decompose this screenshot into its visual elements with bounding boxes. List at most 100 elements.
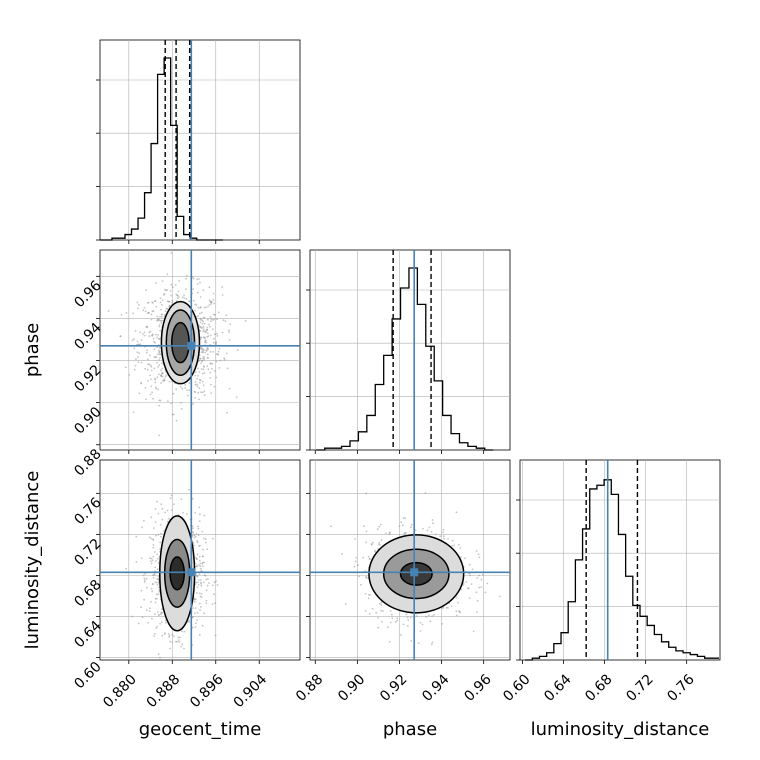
scatter-point-phase-vs-geocent-time — [145, 398, 148, 401]
scatter-point-luminosity-distance-vs-phase — [457, 601, 459, 604]
scatter-point-luminosity-distance-vs-geocent-time — [197, 527, 200, 530]
scatter-point-luminosity-distance-vs-phase — [425, 616, 428, 618]
scatter-point-phase-vs-geocent-time — [168, 300, 171, 303]
scatter-point-phase-vs-geocent-time — [193, 299, 195, 302]
scatter-point-luminosity-distance-vs-geocent-time — [204, 538, 207, 540]
scatter-point-luminosity-distance-vs-geocent-time — [216, 584, 219, 586]
xtick-label-hist-luminosity-distance-0: 0.60 — [500, 671, 533, 704]
scatter-point-phase-vs-geocent-time — [203, 337, 206, 340]
scatter-point-luminosity-distance-vs-geocent-time — [135, 535, 138, 538]
scatter-point-luminosity-distance-vs-geocent-time — [164, 632, 166, 634]
scatter-point-phase-vs-geocent-time — [222, 319, 225, 322]
scatter-point-phase-vs-geocent-time — [194, 303, 197, 306]
scatter-point-phase-vs-geocent-time — [199, 281, 201, 284]
contour-phase-vs-geocent-time-2 — [170, 321, 190, 364]
scatter-point-luminosity-distance-vs-geocent-time — [173, 635, 175, 638]
scatter-point-phase-vs-geocent-time — [170, 252, 173, 254]
scatter-point-luminosity-distance-vs-geocent-time — [143, 519, 145, 522]
scatter-point-phase-vs-geocent-time — [142, 309, 145, 312]
scatter-point-luminosity-distance-vs-phase — [422, 527, 424, 530]
scatter-point-luminosity-distance-vs-geocent-time — [148, 610, 151, 613]
scatter-point-phase-vs-geocent-time — [149, 330, 152, 333]
scatter-point-luminosity-distance-vs-geocent-time — [157, 557, 159, 560]
truth-marker-phase-vs-geocent-time — [187, 341, 196, 350]
scatter-point-luminosity-distance-vs-phase — [430, 643, 433, 646]
scatter-point-phase-vs-geocent-time — [201, 322, 204, 325]
scatter-point-phase-vs-geocent-time — [221, 286, 224, 288]
scatter-point-luminosity-distance-vs-geocent-time — [177, 636, 180, 639]
scatter-point-phase-vs-geocent-time — [203, 349, 205, 352]
scatter-point-luminosity-distance-vs-geocent-time — [142, 574, 145, 577]
scatter-point-phase-vs-geocent-time — [163, 313, 166, 316]
scatter-point-phase-vs-geocent-time — [132, 411, 135, 414]
scatter-point-luminosity-distance-vs-geocent-time — [169, 647, 171, 650]
scatter-point-luminosity-distance-vs-geocent-time — [194, 512, 197, 514]
scatter-point-phase-vs-geocent-time — [164, 288, 166, 291]
scatter-point-phase-vs-geocent-time — [164, 310, 167, 313]
scatter-point-luminosity-distance-vs-geocent-time — [157, 653, 160, 656]
scatter-point-luminosity-distance-vs-geocent-time — [170, 494, 173, 497]
scatter-point-luminosity-distance-vs-phase — [396, 617, 399, 620]
scatter-point-luminosity-distance-vs-geocent-time — [196, 540, 199, 542]
scatter-point-phase-vs-geocent-time — [219, 359, 222, 362]
scatter-point-phase-vs-geocent-time — [159, 356, 161, 359]
scatter-point-phase-vs-geocent-time — [155, 282, 158, 284]
histogram-phase — [316, 267, 494, 451]
scatter-point-phase-vs-geocent-time — [227, 329, 230, 332]
scatter-point-luminosity-distance-vs-phase — [469, 574, 472, 577]
scatter-point-luminosity-distance-vs-phase — [498, 595, 501, 598]
scatter-point-phase-vs-geocent-time — [158, 353, 161, 356]
panel-frame-hist-geocent-time — [99, 39, 301, 241]
plot-area: 0.60 0.64 0.68 0.72 0.760.880.900.920.940.96… — [71, 39, 721, 711]
scatter-point-luminosity-distance-vs-geocent-time — [150, 537, 153, 540]
scatter-point-phase-vs-geocent-time — [228, 331, 231, 333]
scatter-point-phase-vs-geocent-time — [160, 313, 163, 316]
scatter-point-luminosity-distance-vs-geocent-time — [199, 595, 202, 598]
scatter-point-luminosity-distance-vs-geocent-time — [195, 558, 198, 560]
scatter-point-phase-vs-geocent-time — [206, 346, 209, 349]
scatter-point-phase-vs-geocent-time — [137, 303, 140, 306]
scatter-point-phase-vs-geocent-time — [203, 394, 206, 397]
scatter-point-luminosity-distance-vs-geocent-time — [201, 624, 204, 627]
xtick-label-hist-luminosity-distance-3: 0.72 — [623, 671, 656, 704]
scatter-point-phase-vs-geocent-time — [160, 319, 163, 322]
scatter-point-luminosity-distance-vs-geocent-time — [200, 567, 202, 570]
scatter-point-luminosity-distance-vs-phase — [374, 549, 376, 552]
scatter-point-phase-vs-geocent-time — [203, 390, 206, 393]
scatter-point-phase-vs-geocent-time — [165, 289, 168, 292]
scatter-point-luminosity-distance-vs-geocent-time — [198, 555, 201, 558]
scatter-point-phase-vs-geocent-time — [216, 332, 218, 335]
scatter-point-luminosity-distance-vs-geocent-time — [203, 581, 205, 584]
scatter-point-phase-vs-geocent-time — [160, 369, 162, 372]
scatter-point-luminosity-distance-vs-geocent-time — [160, 532, 163, 535]
scatter-point-phase-vs-geocent-time — [208, 323, 210, 326]
scatter-point-luminosity-distance-vs-phase — [477, 553, 480, 556]
scatter-point-phase-vs-geocent-time — [162, 372, 164, 375]
scatter-point-luminosity-distance-vs-phase — [475, 550, 478, 552]
scatter-point-luminosity-distance-vs-phase — [379, 603, 381, 605]
scatter-point-phase-vs-geocent-time — [217, 350, 220, 353]
scatter-point-phase-vs-geocent-time — [146, 312, 149, 315]
scatter-point-luminosity-distance-vs-phase — [467, 587, 470, 590]
scatter-point-phase-vs-geocent-time — [194, 397, 197, 399]
scatter-point-luminosity-distance-vs-geocent-time — [214, 602, 217, 604]
scatter-point-phase-vs-geocent-time — [208, 304, 211, 306]
scatter-point-luminosity-distance-vs-phase — [484, 591, 487, 594]
scatter-point-luminosity-distance-vs-geocent-time — [206, 584, 209, 587]
scatter-point-phase-vs-geocent-time — [201, 327, 204, 329]
scatter-point-phase-vs-geocent-time — [209, 377, 212, 379]
scatter-point-phase-vs-geocent-time — [153, 300, 156, 302]
scatter-point-phase-vs-geocent-time — [153, 377, 156, 380]
scatter-point-luminosity-distance-vs-geocent-time — [157, 533, 160, 536]
scatter-point-luminosity-distance-vs-geocent-time — [157, 582, 160, 584]
scatter-point-luminosity-distance-vs-phase — [451, 545, 453, 547]
scatter-point-luminosity-distance-vs-geocent-time — [156, 581, 158, 584]
scatter-point-phase-vs-geocent-time — [197, 315, 200, 317]
scatter-point-luminosity-distance-vs-phase — [424, 492, 427, 494]
scatter-point-phase-vs-geocent-time — [204, 351, 207, 354]
scatter-point-luminosity-distance-vs-geocent-time — [150, 562, 153, 565]
scatter-point-luminosity-distance-vs-geocent-time — [205, 578, 208, 581]
scatter-point-luminosity-distance-vs-phase — [403, 533, 406, 535]
scatter-point-luminosity-distance-vs-geocent-time — [154, 581, 157, 584]
scatter-point-luminosity-distance-vs-phase — [357, 564, 359, 567]
